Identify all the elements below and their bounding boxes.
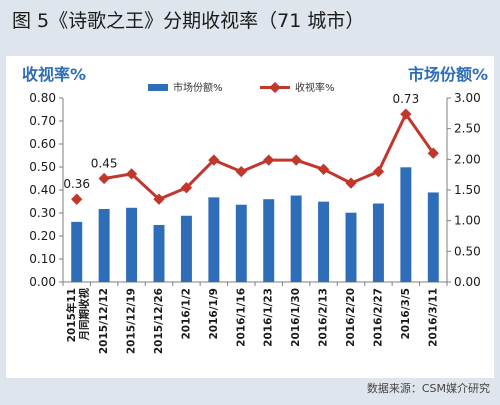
right-tick-label: 0.00 — [454, 275, 481, 289]
x-tick-label: 2015年11月同期收视 — [65, 288, 91, 343]
right-tick-label: 2.00 — [454, 152, 481, 166]
line-marker — [71, 193, 83, 205]
x-tick-label: 2015/12/19 — [126, 288, 138, 354]
x-tick-label: 2016/3/5 — [400, 288, 412, 340]
line-marker — [263, 154, 275, 166]
bar — [208, 197, 220, 282]
data-label: 0.36 — [63, 177, 90, 191]
bar — [153, 224, 165, 282]
bar — [98, 209, 110, 282]
x-tick-label: 2016/1/23 — [263, 288, 275, 347]
source-note: 数据来源：CSM媒介研究 — [366, 382, 490, 395]
x-tick-label: 2015/12/26 — [153, 288, 165, 354]
legend-swatch-bar — [148, 84, 168, 91]
right-tick-label: 0.50 — [454, 244, 481, 258]
chart-svg: 收视率% 市场份额% 市场份额% 收视率% 0.00 0.10 0.20 0.30 0.40 0.… — [22, 65, 488, 354]
left-tick-label: 0.20 — [29, 229, 56, 243]
left-tick-label: 0.30 — [29, 206, 56, 220]
chart-panel: 收视率% 市场份额% 市场份额% 收视率% 0.00 0.10 0.20 0.30 0.40 0.… — [6, 56, 494, 378]
line-marker — [235, 165, 247, 178]
left-tick-label: 0.60 — [29, 137, 56, 151]
x-tick-label: 2016/1/16 — [235, 288, 247, 347]
x-tick-label: 2016/3/11 — [427, 288, 439, 347]
bar — [126, 207, 138, 282]
bar — [71, 221, 83, 282]
data-label: 0.73 — [392, 92, 419, 106]
bar — [345, 212, 357, 282]
bar — [263, 199, 275, 282]
x-tick-label: 2016/1/9 — [208, 288, 220, 340]
left-tick-label: 0.70 — [29, 114, 56, 128]
left-tick-label: 0.40 — [29, 183, 56, 197]
right-tick-label: 1.00 — [454, 214, 481, 228]
legend-label-line: 收视率% — [295, 81, 335, 94]
x-tick-label: 2016/2/13 — [318, 288, 330, 347]
bar — [290, 195, 302, 282]
right-tick-label: 2.50 — [454, 122, 481, 136]
x-tick-label: 2015/12/12 — [98, 288, 110, 354]
line-marker — [208, 154, 220, 166]
right-tick-label: 3.00 — [454, 91, 481, 105]
bar — [235, 204, 247, 282]
bar — [400, 167, 412, 282]
x-tick-label: 2016/1/30 — [290, 288, 302, 347]
left-tick-label: 0.50 — [29, 160, 56, 174]
bar — [372, 203, 384, 282]
legend-marker-line — [269, 81, 281, 94]
line-marker — [290, 154, 302, 166]
left-tick-label: 0.10 — [29, 252, 56, 266]
line-marker — [317, 163, 330, 175]
figure-title: 图 5《诗歌之王》分期收视率（71 城市） — [12, 10, 365, 32]
left-axis-title: 收视率% — [22, 65, 86, 84]
bar — [180, 215, 192, 282]
line-marker — [153, 193, 165, 205]
legend-label-bar: 市场份额% — [173, 81, 223, 94]
bar — [427, 192, 439, 282]
line-marker — [125, 168, 138, 180]
left-tick-label: 0.80 — [29, 91, 56, 105]
right-tick-label: 1.50 — [454, 183, 481, 197]
data-label: 0.45 — [91, 157, 118, 171]
x-tick-label: 2016/2/27 — [372, 288, 384, 347]
line-marker — [372, 165, 385, 178]
line-marker — [98, 172, 110, 185]
x-tick-label: 2016/1/2 — [180, 288, 192, 340]
right-axis-title: 市场份额% — [408, 65, 488, 84]
left-tick-label: 0.00 — [29, 275, 56, 289]
bar — [318, 201, 330, 282]
x-tick-label: 2016/2/20 — [345, 288, 357, 347]
line-marker — [345, 177, 357, 189]
